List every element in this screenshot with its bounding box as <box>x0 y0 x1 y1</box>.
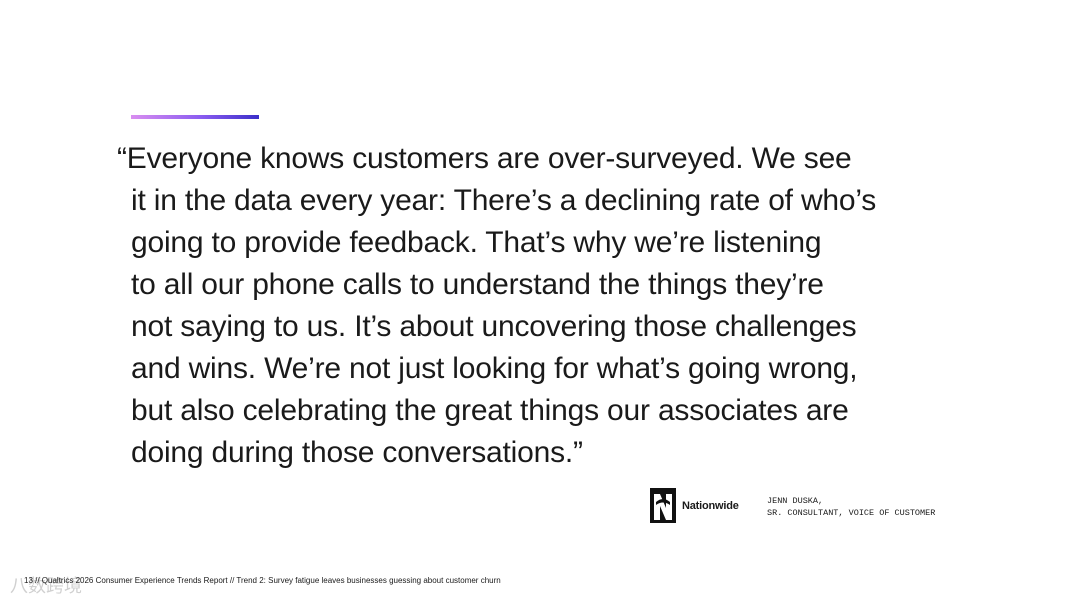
logo-name: Nationwide <box>682 499 739 512</box>
accent-bar <box>131 115 259 119</box>
quote-line: and wins. We’re not just looking for wha… <box>131 352 858 385</box>
quote-line: going to provide feedback. That’s why we… <box>131 226 822 259</box>
watermark: 八数跨境 <box>10 576 82 596</box>
logo: Nationwide <box>650 488 739 523</box>
logo-mark <box>650 488 676 523</box>
quote-line: doing during those conversations.” <box>131 436 583 469</box>
footer: 13 // Qualtrics 2026 Consumer Experience… <box>24 576 501 585</box>
quote-line: it in the data every year: There’s a dec… <box>131 184 877 217</box>
quote-line: to all our phone calls to understand the… <box>131 268 824 301</box>
attribution-name: JENN DUSKA, <box>767 496 824 506</box>
quote-line: not saying to us. It’s about uncovering … <box>131 310 857 343</box>
attribution-role: SR. CONSULTANT, VOICE OF CUSTOMER <box>767 508 936 518</box>
quote-line: “Everyone knows customers are over-surve… <box>117 142 852 175</box>
quote-line: but also celebrating the great things ou… <box>131 394 849 427</box>
attribution: JENN DUSKA, SR. CONSULTANT, VOICE OF CUS… <box>767 495 935 519</box>
quote: “Everyone knows customers are over-surve… <box>117 138 876 474</box>
